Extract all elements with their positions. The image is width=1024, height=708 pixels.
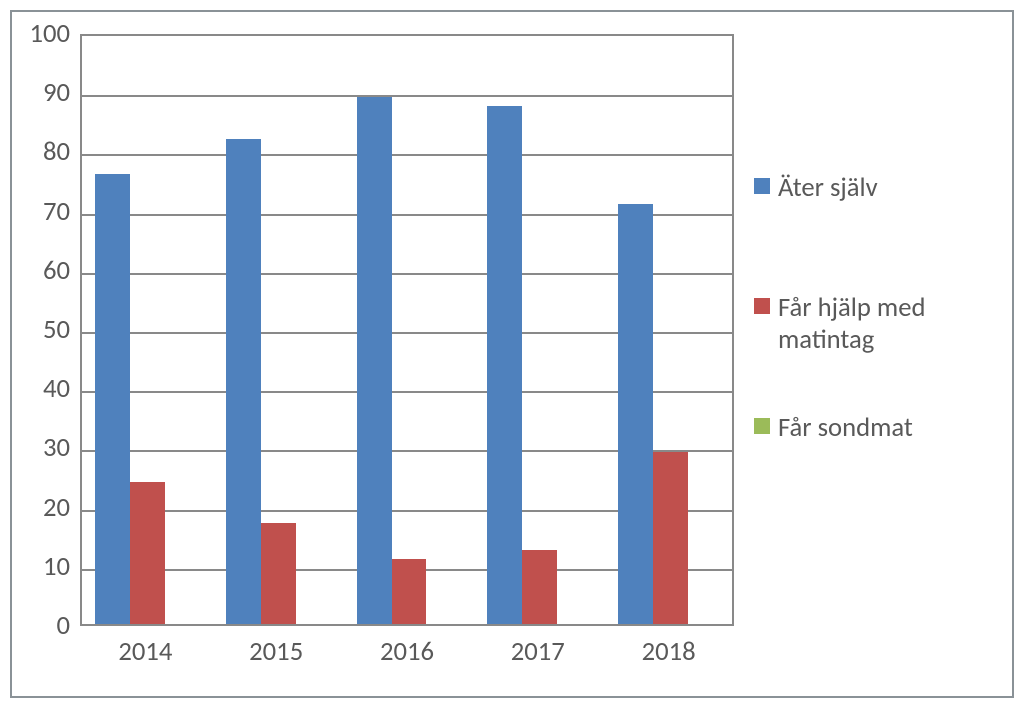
legend-label: Äter själv <box>778 172 878 204</box>
bar <box>618 204 653 624</box>
legend-item: Får hjälp med matintag <box>754 292 1004 356</box>
y-tick-label: 0 <box>12 610 70 642</box>
x-tick-label: 2018 <box>642 636 696 668</box>
x-tick-label: 2014 <box>118 636 172 668</box>
x-tick-label: 2016 <box>380 636 434 668</box>
bar <box>130 482 165 624</box>
y-tick-label: 60 <box>12 255 70 287</box>
legend-swatch <box>754 418 770 434</box>
legend-item: Äter själv <box>754 172 1004 204</box>
bar <box>487 106 522 624</box>
gridline <box>82 154 732 156</box>
bar <box>392 559 427 624</box>
y-tick-label: 10 <box>12 551 70 583</box>
bar <box>653 452 688 624</box>
y-tick-label: 90 <box>12 77 70 109</box>
y-tick-label: 50 <box>12 314 70 346</box>
bar <box>95 174 130 624</box>
plot-area <box>80 34 734 626</box>
y-tick-label: 40 <box>12 373 70 405</box>
y-tick-label: 20 <box>12 492 70 524</box>
y-tick-label: 100 <box>12 18 70 50</box>
bar <box>522 550 557 624</box>
legend-item: Får sondmat <box>754 412 1004 444</box>
legend-swatch <box>754 178 770 194</box>
legend-swatch <box>754 298 770 314</box>
legend-label: Får hjälp med matintag <box>778 292 1004 356</box>
y-tick-label: 70 <box>12 196 70 228</box>
legend-label: Får sondmat <box>778 412 913 444</box>
x-tick-label: 2017 <box>511 636 565 668</box>
bar <box>226 139 261 624</box>
gridline <box>82 95 732 97</box>
chart-frame: Äter själv Får hjälp med matintag Får sond… <box>10 10 1014 698</box>
chart-container: Äter själv Får hjälp med matintag Får sond… <box>8 8 1016 700</box>
y-tick-label: 80 <box>12 136 70 168</box>
bar <box>357 97 392 624</box>
y-tick-label: 30 <box>12 432 70 464</box>
x-tick-label: 2015 <box>249 636 303 668</box>
bar <box>261 523 296 624</box>
